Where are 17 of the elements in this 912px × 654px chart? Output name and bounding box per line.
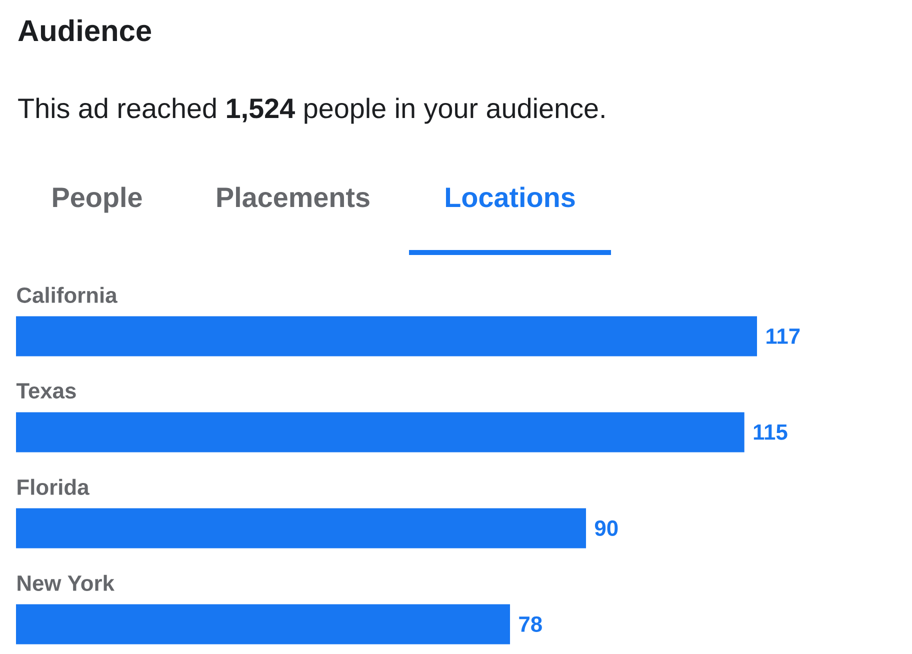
text: Placements (217, 186, 370, 208)
chart-title: Audience (18, 19, 152, 42)
y-tick-label: New York (18, 574, 114, 591)
bar (16, 508, 586, 548)
chart-subtitle: This ad reached 1,524 people in your audience. (18, 98, 604, 124)
bar (16, 412, 744, 452)
bar (16, 316, 758, 356)
text: Locations (446, 186, 575, 208)
text: People (53, 186, 142, 213)
y-tick-label: Florida (18, 478, 90, 495)
data-label: 115 (754, 424, 788, 440)
data-label: 117 (766, 328, 800, 344)
data-label: 78 (519, 616, 542, 632)
y-tick-label: California (17, 286, 118, 303)
data-label: 90 (594, 520, 618, 536)
bar (16, 604, 510, 644)
y-tick-label: Texas (16, 383, 76, 399)
